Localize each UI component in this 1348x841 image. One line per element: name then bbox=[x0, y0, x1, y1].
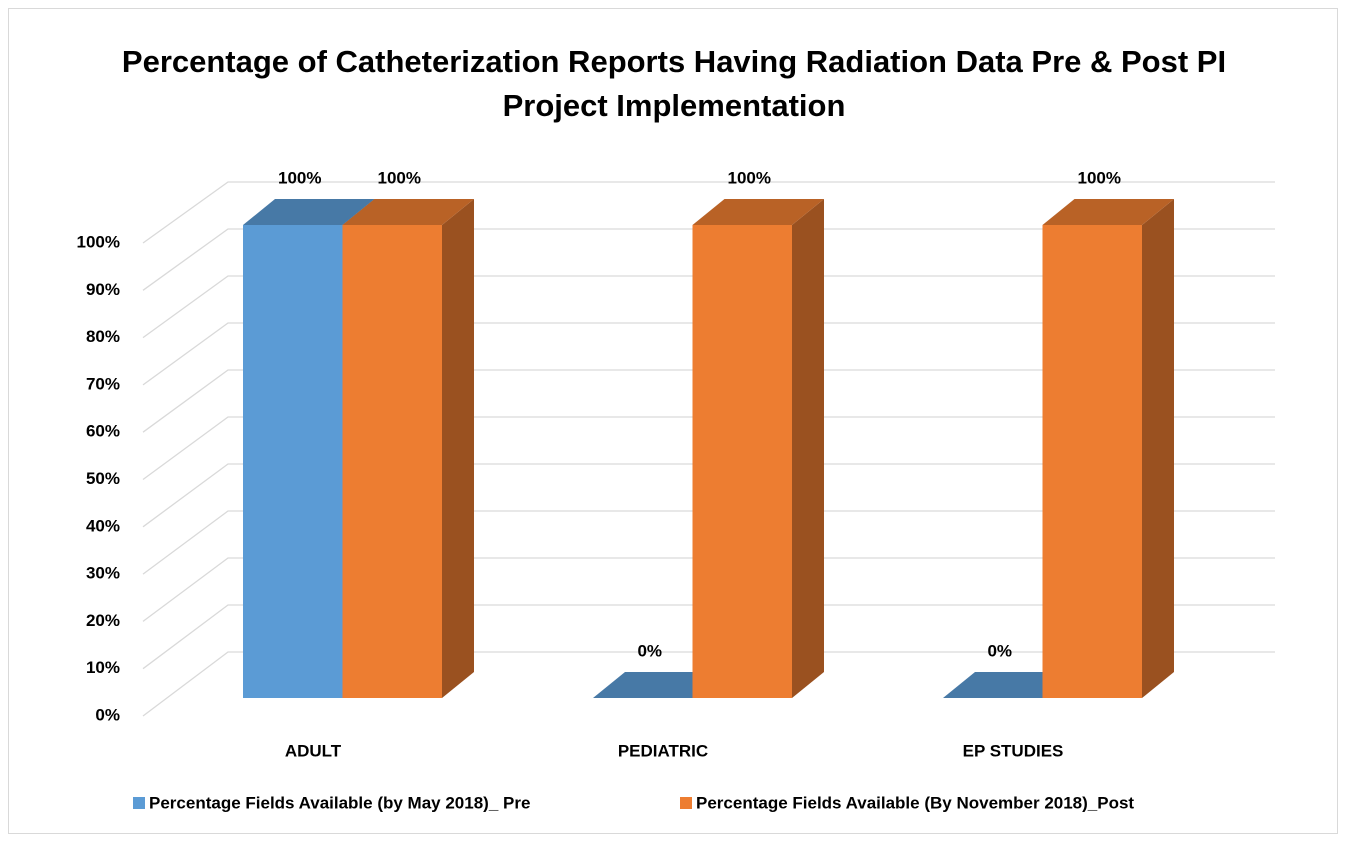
grid-line bbox=[142, 463, 1275, 528]
y-tick-label: 0% bbox=[95, 705, 120, 724]
y-tick-label: 90% bbox=[86, 280, 120, 299]
bar bbox=[692, 225, 792, 698]
data-label: 100% bbox=[1078, 168, 1121, 187]
data-label: 0% bbox=[637, 641, 662, 660]
grid-line bbox=[142, 228, 1275, 291]
bar bbox=[243, 225, 343, 698]
data-label: 100% bbox=[728, 168, 771, 187]
grid-line bbox=[142, 510, 1275, 575]
y-tick-label: 60% bbox=[86, 422, 120, 441]
legend-label: Percentage Fields Available (by May 2018… bbox=[149, 793, 530, 812]
bar-top bbox=[692, 199, 824, 225]
y-tick-label: 100% bbox=[77, 232, 120, 251]
y-tick-label: 20% bbox=[86, 611, 120, 630]
x-tick-label: EP STUDIES bbox=[963, 741, 1064, 760]
grid-line bbox=[142, 604, 1275, 670]
y-tick-label: 30% bbox=[86, 564, 120, 583]
data-label: 0% bbox=[987, 641, 1012, 660]
y-tick-label: 40% bbox=[86, 516, 120, 535]
bar-top bbox=[342, 199, 474, 225]
chart-title: Percentage of Catheterization Reports Ha… bbox=[121, 44, 1227, 123]
legend-label: Percentage Fields Available (By November… bbox=[696, 793, 1134, 812]
grid-line bbox=[142, 369, 1275, 433]
chart-frame bbox=[8, 8, 1338, 834]
bar-side bbox=[442, 199, 474, 698]
legend-swatch bbox=[680, 797, 692, 809]
bar-top bbox=[243, 199, 375, 225]
y-tick-label: 70% bbox=[86, 374, 120, 393]
y-tick-label: 50% bbox=[86, 469, 120, 488]
y-tick-label: 80% bbox=[86, 327, 120, 346]
grid-line bbox=[142, 651, 1275, 717]
grid-line bbox=[142, 416, 1275, 481]
data-label: 100% bbox=[378, 168, 421, 187]
grid-line bbox=[142, 557, 1275, 622]
bar bbox=[342, 225, 442, 698]
bar-top bbox=[1042, 199, 1174, 225]
legend-swatch bbox=[133, 797, 145, 809]
grid-line bbox=[142, 181, 1275, 244]
grid-line bbox=[142, 275, 1275, 339]
data-label: 100% bbox=[278, 168, 321, 187]
bar-top bbox=[593, 672, 725, 698]
bar-side bbox=[792, 199, 824, 698]
grid-line bbox=[142, 322, 1275, 386]
y-tick-label: 10% bbox=[86, 658, 120, 677]
bar-top bbox=[943, 672, 1075, 698]
x-tick-label: ADULT bbox=[285, 741, 342, 760]
bar-side bbox=[1142, 199, 1174, 698]
x-tick-label: PEDIATRIC bbox=[618, 741, 708, 760]
bar bbox=[1042, 225, 1142, 698]
